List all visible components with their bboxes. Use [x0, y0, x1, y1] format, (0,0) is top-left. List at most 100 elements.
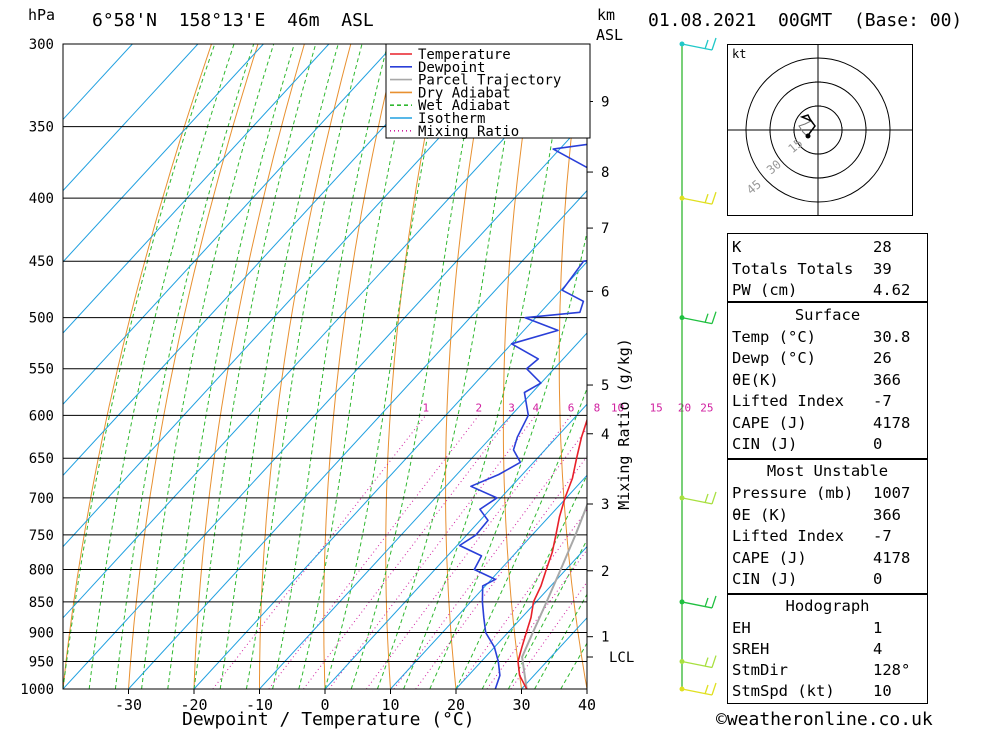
hodograph-unit: kt — [732, 47, 746, 61]
pressure-tick-label: 850 — [29, 595, 54, 611]
pressure-tick-label: 700 — [29, 491, 54, 507]
wind-barb — [681, 491, 717, 505]
mixing-ratio-line — [365, 414, 572, 689]
wet-adiabat — [193, 44, 317, 689]
isotherm — [63, 118, 587, 689]
pressure-tick-label: 450 — [29, 254, 54, 270]
wet-adiabat — [63, 44, 216, 689]
mixing-ratio-label: 10 — [611, 401, 624, 414]
dry-adiabat — [259, 44, 352, 689]
wind-barb — [681, 191, 717, 205]
surface-row: Dewp (°C) 26 — [732, 349, 892, 367]
hodograph-stats-row: SREH 4 — [732, 640, 883, 658]
x-tick-label: 0 — [320, 696, 329, 714]
mixing-ratio-label: 15 — [650, 401, 663, 414]
legend-box — [385, 43, 591, 139]
wet-adiabat — [403, 44, 569, 689]
isotherm — [63, 47, 587, 619]
mixing-ratio-label: 6 — [568, 401, 575, 414]
isotherm — [63, 44, 133, 121]
km-tick-label: 3 — [601, 497, 609, 513]
km-tick-label: 1 — [601, 630, 609, 646]
legend-entry-label: Isotherm — [418, 111, 485, 127]
wind-barb — [681, 311, 717, 325]
km-tick-label: 7 — [601, 221, 609, 237]
hodograph: kt 15 30 45 — [727, 44, 913, 216]
dry-adiabat — [323, 44, 398, 689]
mixing-ratio-label: 1 — [422, 401, 429, 414]
asl-label: ASL — [596, 26, 624, 44]
most-unstable-row: CAPE (J) 4178 — [732, 549, 911, 567]
isotherm — [324, 403, 587, 689]
legend-entry-label: Temperature — [418, 47, 511, 63]
mixing-ratio-label: 8 — [594, 401, 601, 414]
legend-entry-label: Wet Adiabat — [418, 98, 511, 114]
index-row-tt: Totals Totals 39 — [732, 260, 892, 278]
pressure-tick-label: 350 — [29, 120, 54, 136]
km-tick-label: 6 — [601, 284, 609, 300]
km-tick-label: 8 — [601, 165, 609, 181]
wind-barb — [681, 655, 717, 669]
hodograph-trace-dark — [799, 114, 816, 135]
x-tick-label: -30 — [115, 696, 142, 714]
parcel-trajectory-line — [521, 502, 587, 689]
pressure-tick-label: 300 — [29, 37, 54, 53]
km-tick-label: 2 — [601, 564, 609, 580]
most-unstable-title: Most Unstable — [766, 462, 889, 480]
pressure-tick-label: 550 — [29, 362, 54, 378]
isotherm — [63, 44, 395, 405]
hodograph-stats-row: StmDir 128° — [732, 661, 911, 679]
surface-title: Surface — [794, 306, 861, 324]
surface-row: θE(K) 366 — [732, 371, 901, 389]
wet-adiabat — [245, 44, 363, 689]
x-tick-label: -10 — [246, 696, 273, 714]
dry-adiabat — [128, 44, 259, 689]
datetime-title: 01.08.2021 00GMT (Base: 00) — [648, 10, 963, 31]
wet-adiabat — [219, 44, 339, 689]
wet-adiabat — [88, 44, 235, 689]
most-unstable-row: θE (K) 366 — [732, 506, 901, 524]
dry-adiabat — [558, 44, 587, 689]
mixing-ratio-label: 4 — [532, 401, 539, 414]
pressure-tick-label: 650 — [29, 451, 54, 467]
surface-panel: Surface Temp (°C) 30.8 Dewp (°C) 26 θE(K) 3… — [727, 302, 928, 459]
most-unstable-row: Lifted Index -7 — [732, 527, 892, 545]
wet-adiabat — [429, 230, 587, 689]
km-tick-label: LCL — [609, 650, 634, 666]
wet-adiabat — [298, 44, 417, 689]
isotherm — [63, 44, 199, 192]
storm-motion-marker — [805, 133, 811, 139]
hodograph-stats-row: EH 1 — [732, 619, 883, 637]
wet-adiabat — [324, 44, 448, 689]
wet-adiabat — [141, 44, 275, 689]
pressure-tick-label: 600 — [29, 408, 54, 424]
dry-adiabat — [953, 26, 1000, 689]
x-tick-label: 40 — [578, 696, 596, 714]
pressure-tick-label: 900 — [29, 626, 54, 642]
pressure-tick-label: 400 — [29, 191, 54, 207]
surface-row: Lifted Index -7 — [732, 392, 892, 410]
index-row-pw: PW (cm) 4.62 — [732, 281, 911, 299]
mixing-ratio-label: 2 — [475, 401, 482, 414]
isotherm — [193, 261, 587, 689]
surface-row: CIN (J) 0 — [732, 435, 883, 453]
wet-adiabat — [167, 44, 295, 689]
pressure-tick-label: 950 — [29, 655, 54, 671]
isotherm — [63, 44, 264, 263]
km-tick-label: 5 — [601, 378, 609, 394]
mixing-ratio-axis-title: Mixing Ratio (g/kg) — [615, 338, 633, 510]
copyright-link[interactable]: ©weatheronline.co.uk — [716, 709, 933, 730]
wind-barb — [681, 595, 717, 609]
mixing-ratio-line — [510, 581, 587, 689]
location-title: 6°58'N 158°13'E 46m ASL — [92, 10, 374, 31]
mixing-ratio-label: 3 — [508, 401, 515, 414]
wet-adiabat — [534, 593, 587, 689]
isotherm — [390, 474, 587, 689]
surface-row: Temp (°C) 30.8 — [732, 328, 911, 346]
dry-adiabat — [666, 26, 718, 689]
km-label: km — [597, 6, 616, 24]
legend-entry-label: Parcel Trajectory — [418, 73, 561, 89]
mixing-ratio-line — [303, 414, 512, 689]
legend-entry-label: Mixing Ratio — [418, 124, 519, 140]
